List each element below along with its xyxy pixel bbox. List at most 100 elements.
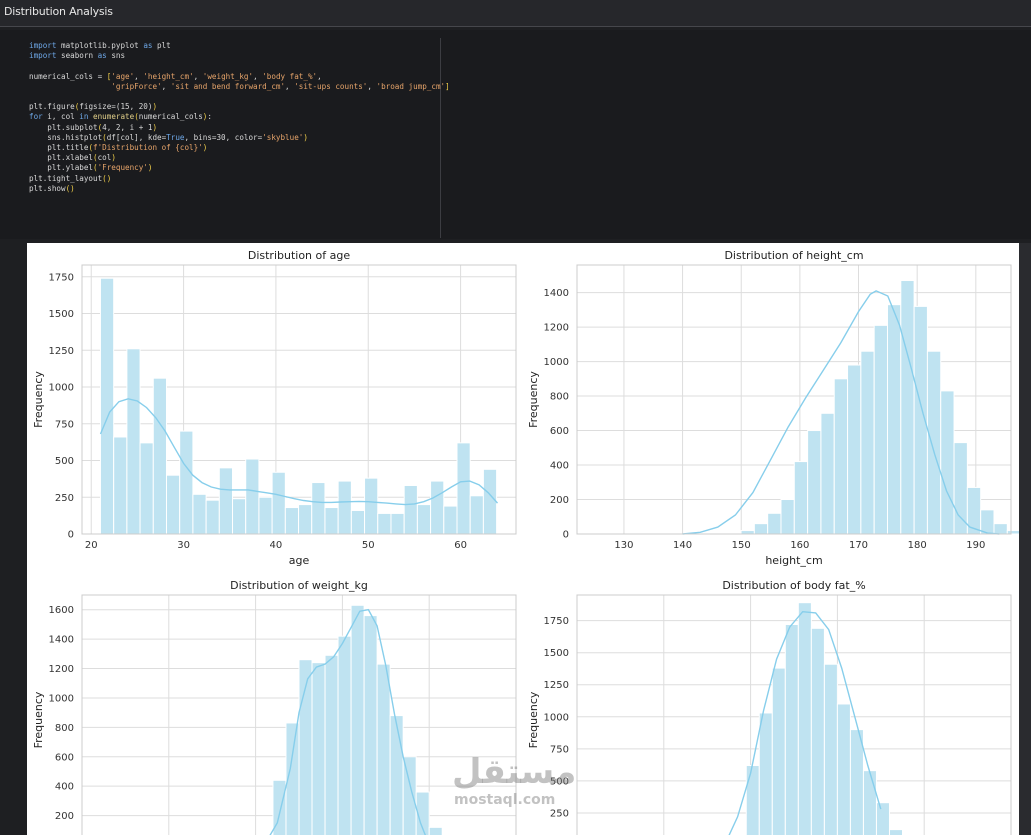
code-token: numerical_cols = [29, 71, 107, 81]
histogram-bar [192, 493, 207, 535]
code-token: plt.figure [29, 102, 75, 112]
code-token: [ [106, 71, 112, 81]
histogram-bar [271, 471, 286, 535]
histogram-bar [771, 667, 786, 835]
histogram-bar [311, 662, 326, 835]
x-tick-label: 20 [85, 540, 98, 551]
code-editor[interactable]: import matplotlib.pyplot as plt import s… [24, 38, 450, 238]
code-token: ) [147, 163, 153, 173]
y-tick-label: 1000 [49, 383, 74, 394]
code-cell[interactable]: import matplotlib.pyplot as plt import s… [0, 30, 1031, 239]
code-token: , [193, 71, 203, 81]
code-token: , bins=30, color= [184, 132, 263, 142]
histogram-bar [797, 602, 812, 835]
histogram-bar [886, 304, 902, 535]
histogram-bar [753, 523, 769, 535]
histogram-bar [298, 504, 313, 535]
y-tick-label: 1500 [49, 309, 74, 320]
code-token: , [367, 81, 377, 91]
histogram-bar [888, 829, 903, 835]
code-token: as [97, 51, 107, 61]
code-line: plt.title(f'Distribution of {col}') [29, 143, 207, 152]
y-tick-label: 1000 [544, 357, 569, 368]
code-token: i, col [42, 112, 80, 122]
histogram-bar [847, 364, 862, 535]
histogram-bar [873, 324, 888, 535]
code-token: in [79, 112, 89, 122]
code-token: numerical_cols [138, 112, 203, 122]
x-tick-label: 140 [673, 540, 692, 551]
histogram-bar [364, 477, 379, 535]
histogram-bar [99, 277, 115, 535]
x-tick-label: 40 [270, 540, 283, 551]
code-token: ) [303, 132, 308, 142]
histogram-bar [820, 412, 835, 535]
code-token: 'Frequency' [97, 163, 148, 173]
code-line: plt.show() [29, 184, 75, 193]
histogram-bar [363, 615, 378, 835]
code-token: import [29, 51, 57, 61]
code-token: import [29, 41, 57, 50]
code-token: ( [93, 163, 98, 173]
histogram-bar [152, 377, 167, 535]
code-token: , [285, 81, 295, 91]
code-line: import matplotlib.pyplot as plt [29, 41, 171, 50]
code-text[interactable]: import matplotlib.pyplot as plt import s… [29, 41, 450, 194]
cell-header: Distribution Analysis [0, 0, 1031, 27]
y-tick-label: 750 [55, 419, 74, 430]
code-line: sns.histplot(df[col], kde=True, bins=30,… [29, 133, 308, 142]
histogram-bar [469, 495, 484, 535]
code-token: enumerate [93, 112, 135, 122]
x-tick-label: 170 [849, 540, 868, 551]
output-gutter [0, 239, 27, 835]
histogram-bar [443, 505, 458, 535]
code-token: 'height_cm' [143, 71, 194, 81]
kde-line [728, 610, 882, 835]
code-token: 'weight_kg' [202, 71, 254, 81]
histogram-bar [875, 802, 890, 835]
code-token: for [29, 112, 43, 122]
chart-title: Distribution of age [248, 249, 350, 262]
y-tick-label: 1500 [544, 648, 569, 659]
section-title: Distribution Analysis [4, 5, 113, 18]
histogram-bar [823, 663, 838, 835]
y-tick-label: 600 [55, 752, 74, 763]
code-token: ( [93, 153, 98, 163]
x-tick-label: 190 [966, 540, 985, 551]
histogram-bar [350, 604, 365, 835]
code-token: ( [74, 102, 80, 112]
code-line: plt.figure(figsize=(15, 20)) [29, 102, 157, 111]
code-token: , [161, 81, 171, 91]
histogram-bar [784, 623, 799, 835]
y-tick-label: 250 [550, 808, 569, 819]
histogram-bar [245, 458, 260, 535]
histogram-bar [740, 530, 755, 535]
histogram-bar [833, 378, 849, 535]
histogram-bar [940, 390, 955, 535]
code-token: 'body fat_%' [262, 71, 318, 81]
y-axis-label: Frequency [32, 371, 45, 428]
y-tick-label: 500 [55, 456, 74, 467]
code-token: plt [152, 41, 171, 50]
code-token: , [253, 71, 263, 81]
code-token: 'age' [111, 71, 135, 81]
code-token: ) [202, 112, 208, 122]
code-token: figsize=(15, 20) [79, 102, 153, 112]
code-line: numerical_cols = ['age', 'height_cm', 'w… [29, 72, 322, 81]
y-axis-label: Frequency [527, 691, 540, 748]
y-tick-label: 200 [55, 811, 74, 822]
histogram-bar [284, 507, 300, 535]
code-token: True [166, 132, 185, 142]
y-tick-label: 0 [563, 530, 569, 541]
y-tick-label: 1750 [544, 616, 569, 627]
chart-title: Distribution of height_cm [724, 249, 863, 262]
subplot-1: Distribution of age 20 30 40 50 60 0 250 500 750 1… [32, 249, 517, 567]
x-tick-label: 130 [614, 540, 633, 551]
code-token: sns [106, 51, 126, 61]
scrollbar-track[interactable] [1019, 243, 1031, 835]
code-token: ) [202, 143, 208, 153]
axes-frame [576, 594, 1012, 835]
histogram-bar [900, 280, 915, 535]
y-tick-label: 600 [550, 426, 569, 437]
code-token: plt.title [29, 143, 89, 153]
